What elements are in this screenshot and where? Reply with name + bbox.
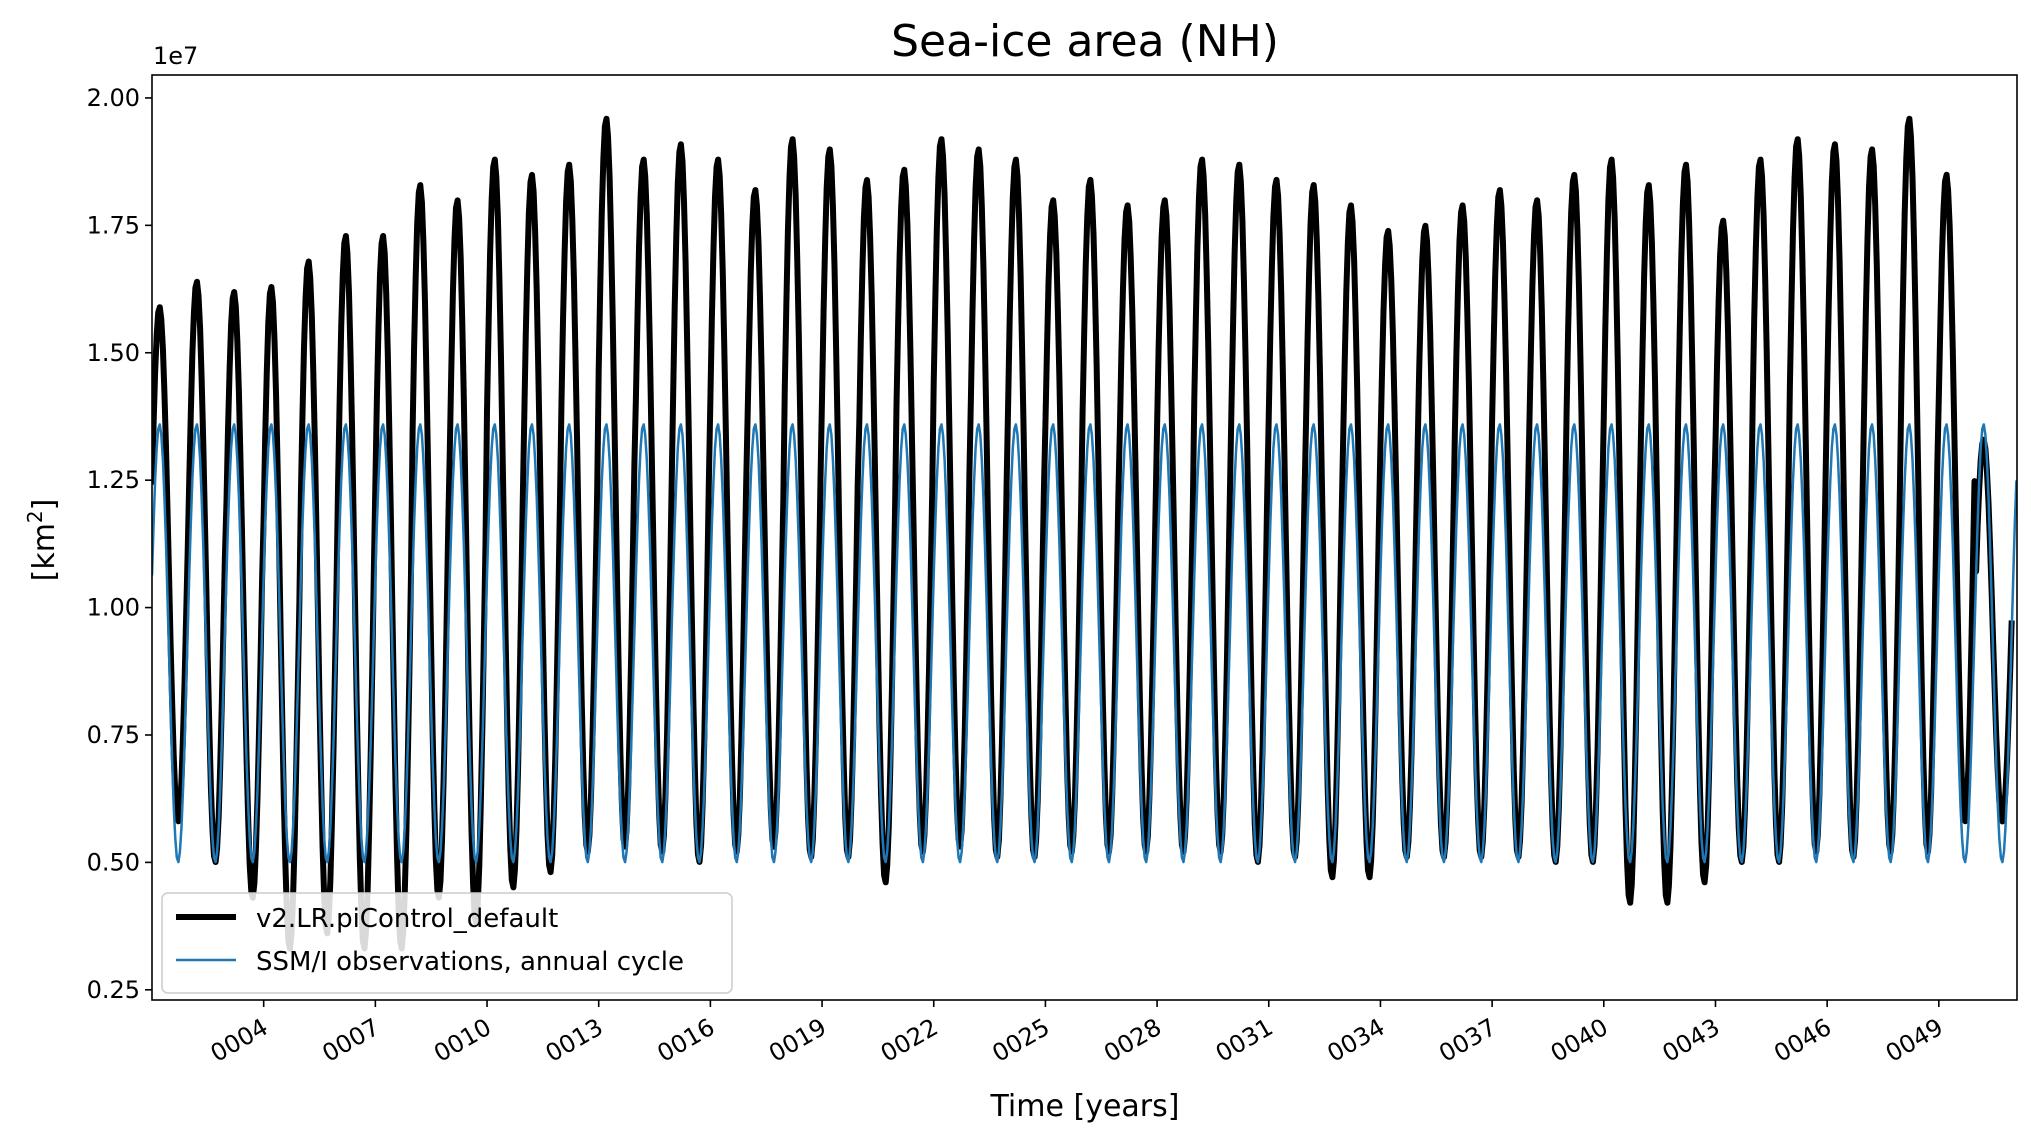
legend-label-observations: SSM/I observations, annual cycle [256,947,684,977]
legend: v2.LR.piControl_default SSM/I observatio… [161,892,733,994]
y-tick-label: 1.25 [87,466,140,494]
y-axis-label-end: ] [27,499,62,511]
y-tick-label: 1.50 [87,339,140,367]
observations-series-line [152,423,2017,864]
y-axis-label: [km2] [23,499,62,582]
chart-title: Sea-ice area (NH) [891,16,1279,67]
x-axis-label: Time [years] [990,1089,1180,1124]
y-tick-label: 2.00 [87,84,140,112]
y-tick-label: 0.25 [87,976,140,1004]
y-axis-label-base: [km [27,523,62,581]
y-axis-label-superscript: 2 [23,510,47,523]
legend-label-model: v2.LR.piControl_default [256,904,558,934]
y-tick-label: 1.00 [87,594,140,622]
y-tick-label: 1.75 [87,211,140,239]
plot-frame [151,74,2018,1001]
legend-box [161,892,733,994]
y-tick-label: 0.50 [87,848,140,876]
y-offset-text: 1e7 [153,42,198,70]
y-tick-label: 0.75 [87,721,140,749]
